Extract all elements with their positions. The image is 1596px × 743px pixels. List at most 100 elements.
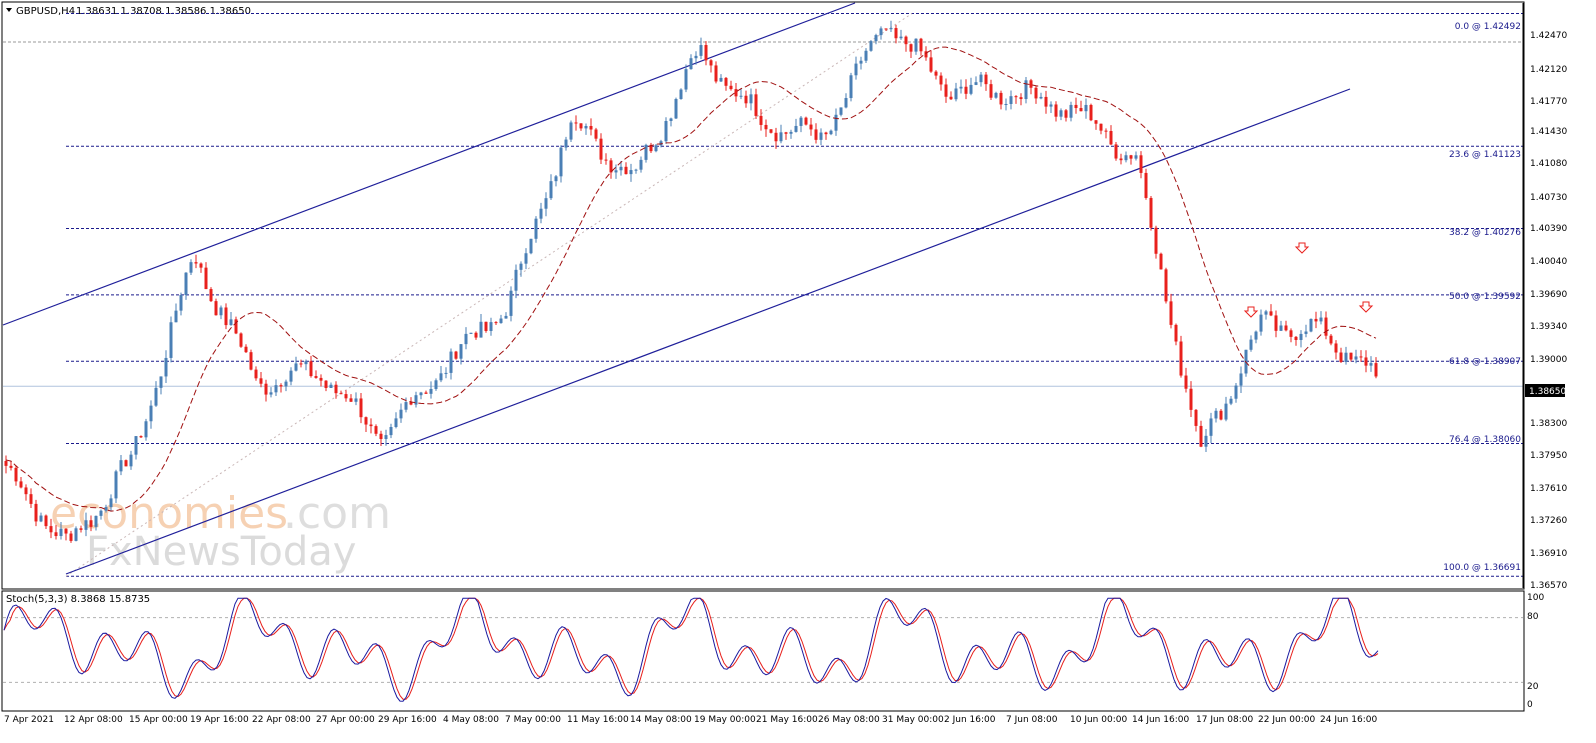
moving-average-line [5,46,1377,512]
channel-upper-line [2,2,856,326]
candle-body [79,528,83,530]
candle-body [1374,363,1378,377]
time-label: 4 May 08:00 [443,715,499,725]
symbol-dropdown-icon[interactable] [6,8,12,12]
time-label: 12 Apr 08:00 [64,715,123,725]
candle-body [919,38,923,52]
candle-body [69,533,73,541]
candle-body [129,454,133,467]
candle-body [199,263,203,268]
candle-body [184,272,188,296]
candle-body [1309,318,1313,332]
candle-body [879,28,883,36]
candle-body [529,238,533,254]
time-label: 26 May 08:00 [818,715,880,725]
candle-body [1339,352,1343,362]
candle-body [324,380,328,388]
candle-body [414,395,418,405]
candle-body [384,435,388,439]
candle-body [299,363,303,365]
candle-body [1269,311,1273,316]
candle-body [669,118,673,122]
candle-body [394,418,398,428]
candle-body [139,436,143,438]
main-panel-frame [1,1,1525,590]
candle-body [1039,96,1043,99]
candle-body [479,321,483,338]
candle-body [604,159,608,161]
candle-body [109,498,113,508]
candle-body [99,510,103,516]
candle-body [29,494,33,504]
candle-body [154,387,158,406]
candle-body [689,58,693,70]
candle-body [409,402,413,405]
time-label: 7 Apr 2021 [4,715,54,725]
candle-body [1299,333,1303,340]
candle-body [594,129,598,139]
candle-body [474,332,478,338]
candle-body [779,132,783,142]
candle-body [279,385,283,387]
candle-body [974,82,978,85]
candle-body [1194,409,1198,426]
candle-body [214,301,218,316]
candle-body [494,322,498,324]
time-label: 29 Apr 16:00 [378,715,437,725]
candle-body [709,60,713,66]
candle-body [264,383,268,395]
candle-body [304,361,308,365]
candle-body [1089,104,1093,121]
ohlc-label: 1.38631 1.38708 1.38586 1.38650 [76,6,251,17]
candle-body [644,144,648,160]
candle-body [489,322,493,331]
candle-body [764,124,768,130]
candle-body [284,381,288,387]
candle-body [789,131,793,134]
time-label: 24 Jun 16:00 [1320,715,1377,725]
time-axis: 7 Apr 2021 12 Apr 08:00 15 Apr 00:00 19 … [4,715,1377,725]
candle-body [1184,375,1188,389]
candle-body [1079,108,1083,112]
candle-body [759,115,763,125]
price-tick: 1.37260 [1530,516,1567,526]
candle-body [1129,155,1133,159]
candle-body [39,515,43,522]
candle-body [144,421,148,438]
price-tick: 1.39690 [1530,290,1567,300]
watermark: economies .com FxNewsToday [50,488,391,575]
candle-body [804,117,808,125]
candle-body [549,181,553,199]
candle-body [714,65,718,82]
fib-label: 38.2 @ 1.40276 [1449,228,1521,238]
candle-body [504,315,508,319]
time-label: 14 May 08:00 [630,715,692,725]
candle-body [944,84,948,97]
stoch-panel-frame [1,590,1525,712]
candle-body [859,60,863,64]
candle-body [794,125,798,132]
candle-body [824,132,828,135]
candle-body [194,262,198,264]
stoch-tick: 80 [1527,612,1539,622]
fib-trendline [65,13,913,577]
candle-body [1069,104,1073,118]
candle-body [854,63,858,76]
candle-body [704,45,708,61]
candle-body [664,121,668,142]
candle-body [1084,104,1088,112]
stoch-signal-line [3,597,1379,700]
candle-body [579,123,583,129]
candle-body [449,351,453,373]
candle-body [1324,317,1328,336]
candle-body [499,318,503,324]
candle-body [419,392,423,396]
candle-body [1159,253,1163,270]
candle-body [149,405,153,422]
fib-label: 23.6 @ 1.41123 [1449,150,1521,160]
candle-body [1044,96,1048,107]
candle-body [1229,398,1233,404]
candle-body [1104,130,1108,132]
candle-body [224,307,228,326]
